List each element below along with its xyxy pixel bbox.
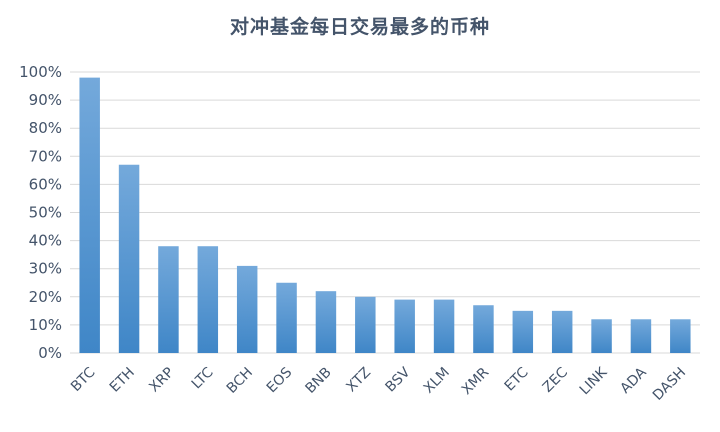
- bar-xrp: [158, 246, 179, 353]
- x-tick-label: XLM: [421, 365, 453, 397]
- bar-xtz: [355, 296, 376, 353]
- y-tick-label: 90%: [29, 91, 62, 109]
- bar-etc: [512, 310, 534, 353]
- y-tick-label: 70%: [29, 147, 62, 165]
- x-tick-label: DASH: [650, 365, 689, 404]
- y-tick-label: 10%: [29, 316, 62, 334]
- x-tick-label: EOS: [264, 364, 296, 396]
- x-tick-label: ZEC: [540, 364, 571, 395]
- bar-eos: [276, 282, 297, 353]
- x-tick-label: ADA: [617, 364, 650, 397]
- y-tick-label: 60%: [29, 175, 62, 193]
- y-tick-label: 40%: [29, 232, 62, 250]
- y-tick-label: 0%: [38, 344, 62, 362]
- x-tick-label: LINK: [577, 364, 611, 398]
- bar-dash: [670, 319, 691, 353]
- y-tick-label: 100%: [19, 63, 62, 81]
- x-tick-label: XTZ: [343, 365, 374, 396]
- x-tick-label: LTC: [189, 364, 217, 392]
- y-tick-label: 30%: [29, 260, 62, 278]
- y-tick-label: 50%: [29, 204, 62, 222]
- x-tick-label: BNB: [302, 365, 334, 397]
- bar-btc: [79, 77, 100, 354]
- bar-zec: [551, 310, 573, 353]
- y-axis-ticks: 0% 10% 20% 30% 40% 50% 60% 70% 80% 90% 100%: [19, 63, 62, 362]
- bars: [79, 77, 691, 354]
- bar-link: [591, 319, 612, 353]
- bar-xmr: [473, 305, 494, 353]
- x-tick-label: ETC: [502, 364, 532, 394]
- gridlines: [70, 71, 700, 354]
- y-tick-label: 20%: [29, 288, 62, 306]
- bar-ada: [630, 319, 652, 353]
- x-tick-label: BTC: [68, 364, 99, 395]
- bar-eth: [118, 164, 140, 353]
- x-tick-label: BCH: [224, 365, 256, 397]
- bar-ltc: [197, 246, 219, 353]
- bar-bnb: [315, 291, 337, 353]
- bar-xlm: [433, 299, 455, 353]
- x-tick-label: BSV: [383, 364, 414, 395]
- x-tick-label: XMR: [459, 364, 493, 398]
- y-tick-label: 80%: [29, 119, 62, 137]
- bar-bsv: [394, 299, 415, 353]
- x-axis-labels: BTC ETH XRP LTC BCH EOS BNB XTZ BSV XLM XMR ETC ZEC L…: [68, 364, 689, 404]
- x-tick-label: XRP: [146, 365, 177, 396]
- chart-title: 对冲基金每日交易最多的币种: [229, 16, 490, 38]
- bar-bch: [236, 265, 258, 353]
- x-tick-label: ETH: [107, 365, 138, 396]
